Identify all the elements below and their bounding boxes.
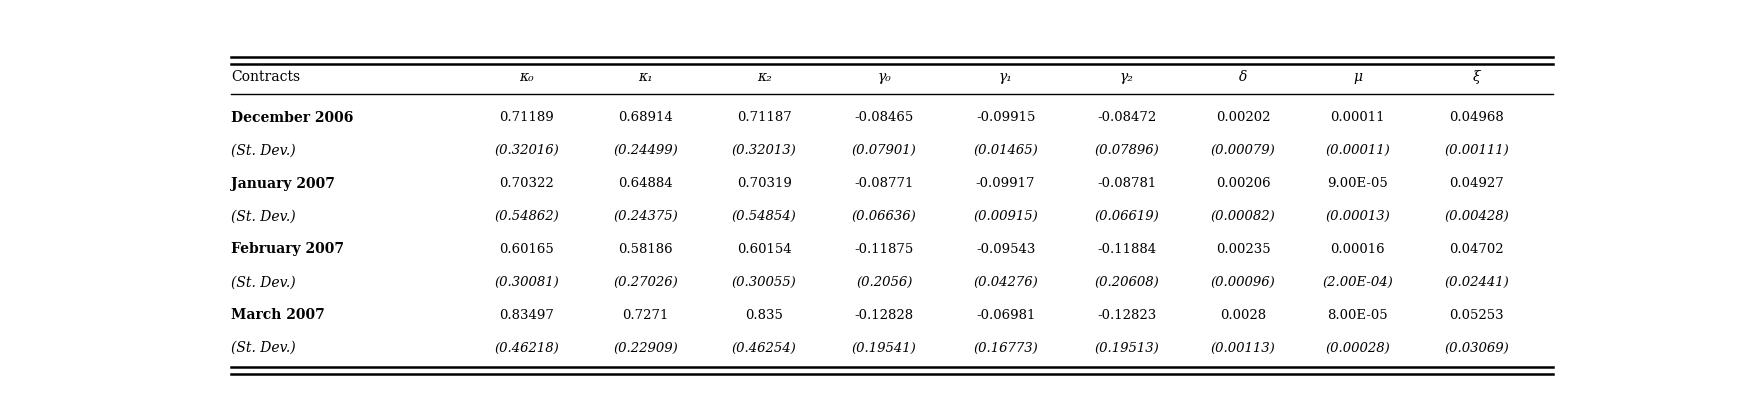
Text: γ₀: γ₀ (877, 70, 891, 84)
Text: 9.00E-05: 9.00E-05 (1327, 177, 1388, 190)
Text: (0.32016): (0.32016) (494, 144, 559, 157)
Text: (0.19541): (0.19541) (851, 341, 916, 354)
Text: (0.27026): (0.27026) (613, 276, 677, 289)
Text: (0.46218): (0.46218) (494, 341, 559, 354)
Text: 0.05253: 0.05253 (1449, 309, 1504, 322)
Text: (St. Dev.): (St. Dev.) (232, 144, 296, 158)
Text: (0.54862): (0.54862) (494, 210, 559, 223)
Text: 0.64884: 0.64884 (618, 177, 672, 190)
Text: December 2006: December 2006 (232, 111, 353, 125)
Text: 8.00E-05: 8.00E-05 (1327, 309, 1388, 322)
Text: (2.00E-04): (2.00E-04) (1323, 276, 1393, 289)
Text: 0.00011: 0.00011 (1330, 111, 1386, 124)
Text: (0.54854): (0.54854) (731, 210, 796, 223)
Text: (0.19513): (0.19513) (1095, 341, 1160, 354)
Text: (0.02441): (0.02441) (1443, 276, 1509, 289)
Text: (0.20608): (0.20608) (1095, 276, 1160, 289)
Text: (0.03069): (0.03069) (1443, 341, 1509, 354)
Text: -0.11884: -0.11884 (1097, 243, 1156, 256)
Text: 0.60165: 0.60165 (500, 243, 554, 256)
Text: -0.09917: -0.09917 (977, 177, 1036, 190)
Text: γ₁: γ₁ (999, 70, 1013, 84)
Text: Contracts: Contracts (232, 70, 299, 84)
Text: 0.68914: 0.68914 (618, 111, 672, 124)
Text: 0.70322: 0.70322 (500, 177, 554, 190)
Text: (St. Dev.): (St. Dev.) (232, 275, 296, 289)
Text: -0.12828: -0.12828 (855, 309, 914, 322)
Text: -0.08465: -0.08465 (855, 111, 914, 124)
Text: (0.01465): (0.01465) (973, 144, 1038, 157)
Text: (St. Dev.): (St. Dev.) (232, 341, 296, 355)
Text: 0.71189: 0.71189 (500, 111, 554, 124)
Text: (0.30081): (0.30081) (494, 276, 559, 289)
Text: (0.16773): (0.16773) (973, 341, 1038, 354)
Text: (0.06636): (0.06636) (851, 210, 916, 223)
Text: (0.07901): (0.07901) (851, 144, 916, 157)
Text: (0.00079): (0.00079) (1210, 144, 1276, 157)
Text: μ: μ (1353, 70, 1361, 84)
Text: (0.00113): (0.00113) (1210, 341, 1276, 354)
Text: 0.835: 0.835 (745, 309, 783, 322)
Text: (0.00428): (0.00428) (1443, 210, 1509, 223)
Text: δ: δ (1240, 70, 1247, 84)
Text: (0.00011): (0.00011) (1325, 144, 1389, 157)
Text: -0.09915: -0.09915 (977, 111, 1036, 124)
Text: 0.00202: 0.00202 (1215, 111, 1271, 124)
Text: 0.0028: 0.0028 (1220, 309, 1266, 322)
Text: 0.04927: 0.04927 (1449, 177, 1504, 190)
Text: (0.06619): (0.06619) (1095, 210, 1160, 223)
Text: -0.06981: -0.06981 (977, 309, 1036, 322)
Text: 0.83497: 0.83497 (500, 309, 554, 322)
Text: ξ: ξ (1473, 70, 1480, 84)
Text: 0.04702: 0.04702 (1449, 243, 1504, 256)
Text: (0.46254): (0.46254) (731, 341, 796, 354)
Text: 0.00235: 0.00235 (1215, 243, 1271, 256)
Text: February 2007: February 2007 (232, 243, 345, 256)
Text: 0.71187: 0.71187 (736, 111, 792, 124)
Text: 0.58186: 0.58186 (618, 243, 672, 256)
Text: κ₀: κ₀ (519, 70, 534, 84)
Text: 0.7271: 0.7271 (622, 309, 669, 322)
Text: (0.07896): (0.07896) (1095, 144, 1160, 157)
Text: (St. Dev.): (St. Dev.) (232, 210, 296, 223)
Text: -0.08771: -0.08771 (855, 177, 914, 190)
Text: (0.00013): (0.00013) (1325, 210, 1389, 223)
Text: -0.08781: -0.08781 (1097, 177, 1156, 190)
Text: κ₂: κ₂ (757, 70, 771, 84)
Text: 0.70319: 0.70319 (736, 177, 792, 190)
Text: (0.00915): (0.00915) (973, 210, 1038, 223)
Text: (0.2056): (0.2056) (857, 276, 912, 289)
Text: -0.08472: -0.08472 (1097, 111, 1156, 124)
Text: 0.00206: 0.00206 (1215, 177, 1271, 190)
Text: 0.04968: 0.04968 (1449, 111, 1504, 124)
Text: -0.12823: -0.12823 (1097, 309, 1156, 322)
Text: κ₁: κ₁ (637, 70, 653, 84)
Text: March 2007: March 2007 (232, 308, 326, 322)
Text: -0.09543: -0.09543 (977, 243, 1036, 256)
Text: (0.04276): (0.04276) (973, 276, 1038, 289)
Text: 0.60154: 0.60154 (736, 243, 792, 256)
Text: 0.00016: 0.00016 (1330, 243, 1386, 256)
Text: (0.24499): (0.24499) (613, 144, 677, 157)
Text: January 2007: January 2007 (232, 177, 334, 190)
Text: γ₂: γ₂ (1119, 70, 1133, 84)
Text: (0.24375): (0.24375) (613, 210, 677, 223)
Text: (0.00028): (0.00028) (1325, 341, 1389, 354)
Text: (0.32013): (0.32013) (731, 144, 796, 157)
Text: (0.22909): (0.22909) (613, 341, 677, 354)
Text: (0.00082): (0.00082) (1210, 210, 1276, 223)
Text: (0.30055): (0.30055) (731, 276, 796, 289)
Text: (0.00096): (0.00096) (1210, 276, 1276, 289)
Text: -0.11875: -0.11875 (855, 243, 914, 256)
Text: (0.00111): (0.00111) (1443, 144, 1509, 157)
